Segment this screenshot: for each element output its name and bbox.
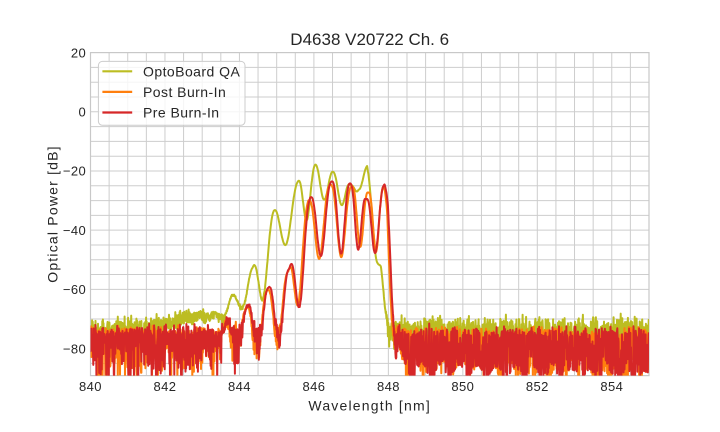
svg-text:842: 842	[154, 379, 177, 394]
svg-text:−60: −60	[63, 282, 86, 297]
svg-text:−80: −80	[63, 341, 86, 356]
svg-text:Optical Power [dB]: Optical Power [dB]	[45, 145, 61, 283]
svg-text:OptoBoard QA: OptoBoard QA	[143, 63, 240, 79]
svg-text:−20: −20	[63, 164, 86, 179]
svg-text:852: 852	[526, 379, 549, 394]
svg-text:20: 20	[71, 45, 86, 60]
svg-text:D4638 V20722 Ch. 6: D4638 V20722 Ch. 6	[290, 30, 449, 49]
svg-text:844: 844	[228, 379, 251, 394]
svg-text:848: 848	[377, 379, 400, 394]
svg-text:Pre Burn-In: Pre Burn-In	[143, 105, 220, 121]
svg-text:Post Burn-In: Post Burn-In	[143, 84, 226, 100]
svg-text:840: 840	[79, 379, 102, 394]
svg-text:Wavelength [nm]: Wavelength [nm]	[308, 397, 431, 413]
svg-text:0: 0	[79, 105, 87, 120]
svg-text:−40: −40	[63, 223, 86, 238]
svg-text:850: 850	[451, 379, 474, 394]
svg-text:846: 846	[302, 379, 325, 394]
svg-text:854: 854	[600, 379, 623, 394]
